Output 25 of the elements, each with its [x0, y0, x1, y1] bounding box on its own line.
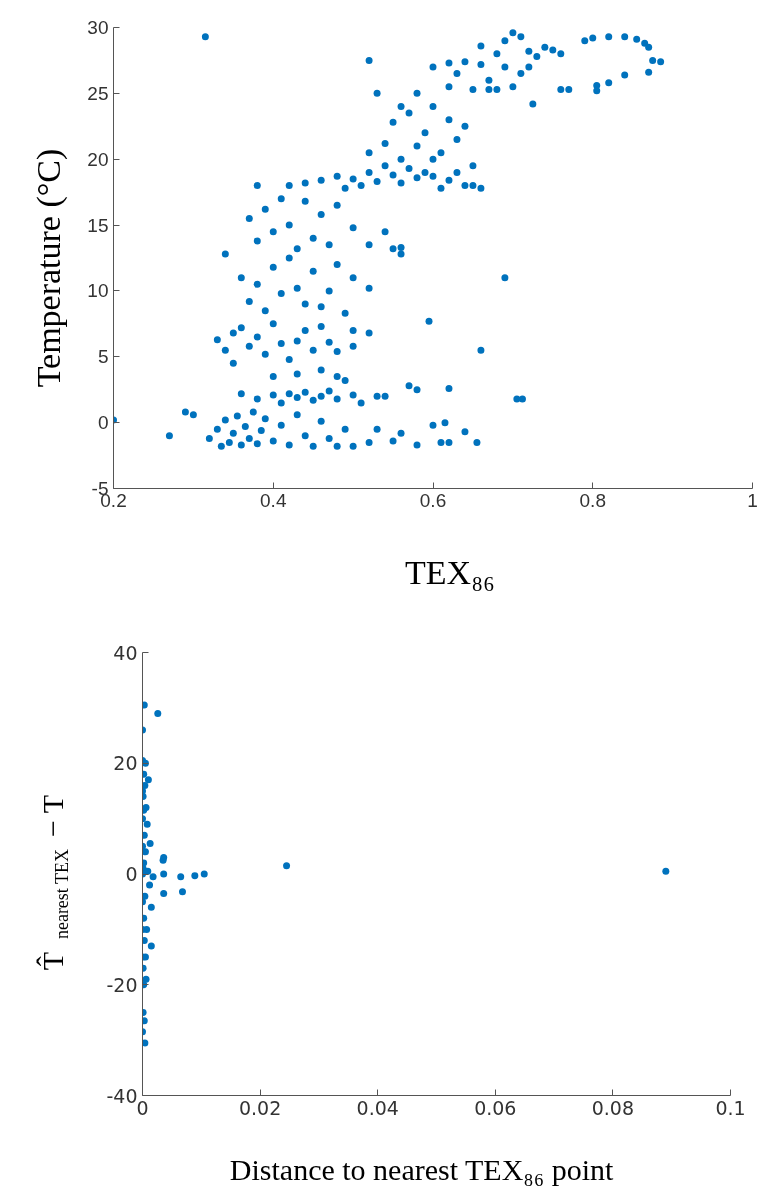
y-tick-label: 40 [113, 641, 138, 664]
y-tick-label: 5 [97, 346, 109, 368]
y-tick-label: 0 [97, 412, 109, 434]
y-tick-label: 0 [125, 863, 138, 885]
y-tick-label: 20 [113, 752, 138, 775]
x-axis-title: Distance to nearest TEX₈₆ point [229, 1153, 615, 1186]
y-tick-label: 15 [87, 214, 109, 236]
x-axis-title: TEX₈₆ [405, 554, 495, 591]
x-tick-label: 0.04 [356, 1096, 399, 1119]
y-tick-label: 10 [87, 280, 109, 302]
x-tick-label: 0.1 [715, 1096, 746, 1119]
x-tick-label: 1 [747, 489, 758, 511]
y-axis-title: T̂nearest TEX − T [36, 794, 72, 971]
x-tick-label: 0.8 [579, 489, 606, 511]
x-tick-label: 0.4 [260, 489, 287, 511]
y-tick-label: 25 [87, 82, 109, 104]
y-tick-label: 30 [87, 17, 109, 38]
x-tick-label: 0.06 [474, 1096, 517, 1119]
x-tick-label: 0.6 [419, 489, 447, 511]
y-tick-label: 20 [87, 148, 109, 170]
x-tick-label: 0.08 [591, 1096, 635, 1119]
y-axis-title: Temperature (°C) [30, 148, 68, 388]
y-tick-label: -20 [106, 973, 138, 996]
x-tick-label: 0.02 [238, 1096, 282, 1119]
y-tick-label: -40 [106, 1084, 138, 1107]
